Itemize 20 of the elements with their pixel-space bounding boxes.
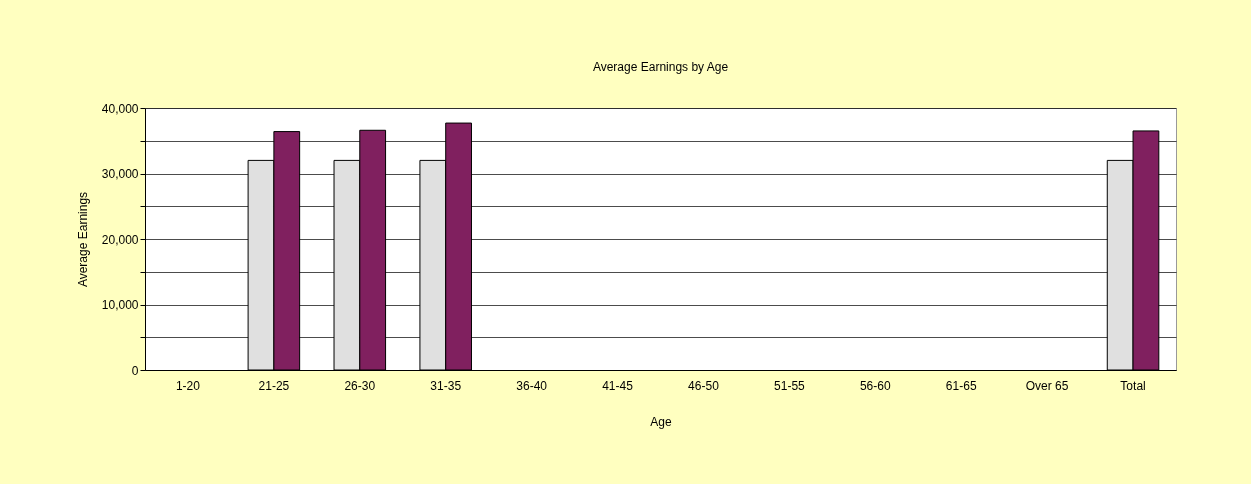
x-tick-label: Total [1120,378,1146,393]
x-tick-label: 61-65 [945,378,977,393]
y-tick-label: 30,000 [101,167,139,181]
chart-title: Average Earnings by Age [592,60,729,74]
x-tick-label: 36-40 [516,378,548,393]
x-tick-label: 56-60 [859,378,891,393]
x-axis-title: Age [650,414,672,429]
x-tick-label: 51-55 [774,378,806,393]
x-tick-label: 41-45 [602,378,634,393]
y-tick-label: 40,000 [101,101,139,116]
x-tick-label: 21-25 [258,378,290,393]
x-tick-label: 26-30 [344,378,376,393]
x-tick-label: 46-50 [688,378,720,393]
y-axis-title: Average Earnings [75,191,90,288]
y-tick-label: 10,000 [101,298,139,312]
y-tick-label: 0 [131,363,139,378]
y-tick-label: 20,000 [101,232,139,247]
x-tick-label: 31-35 [430,378,462,393]
x-tick-label: Over 65 [1025,378,1069,393]
x-tick-label: 1-20 [175,378,201,393]
